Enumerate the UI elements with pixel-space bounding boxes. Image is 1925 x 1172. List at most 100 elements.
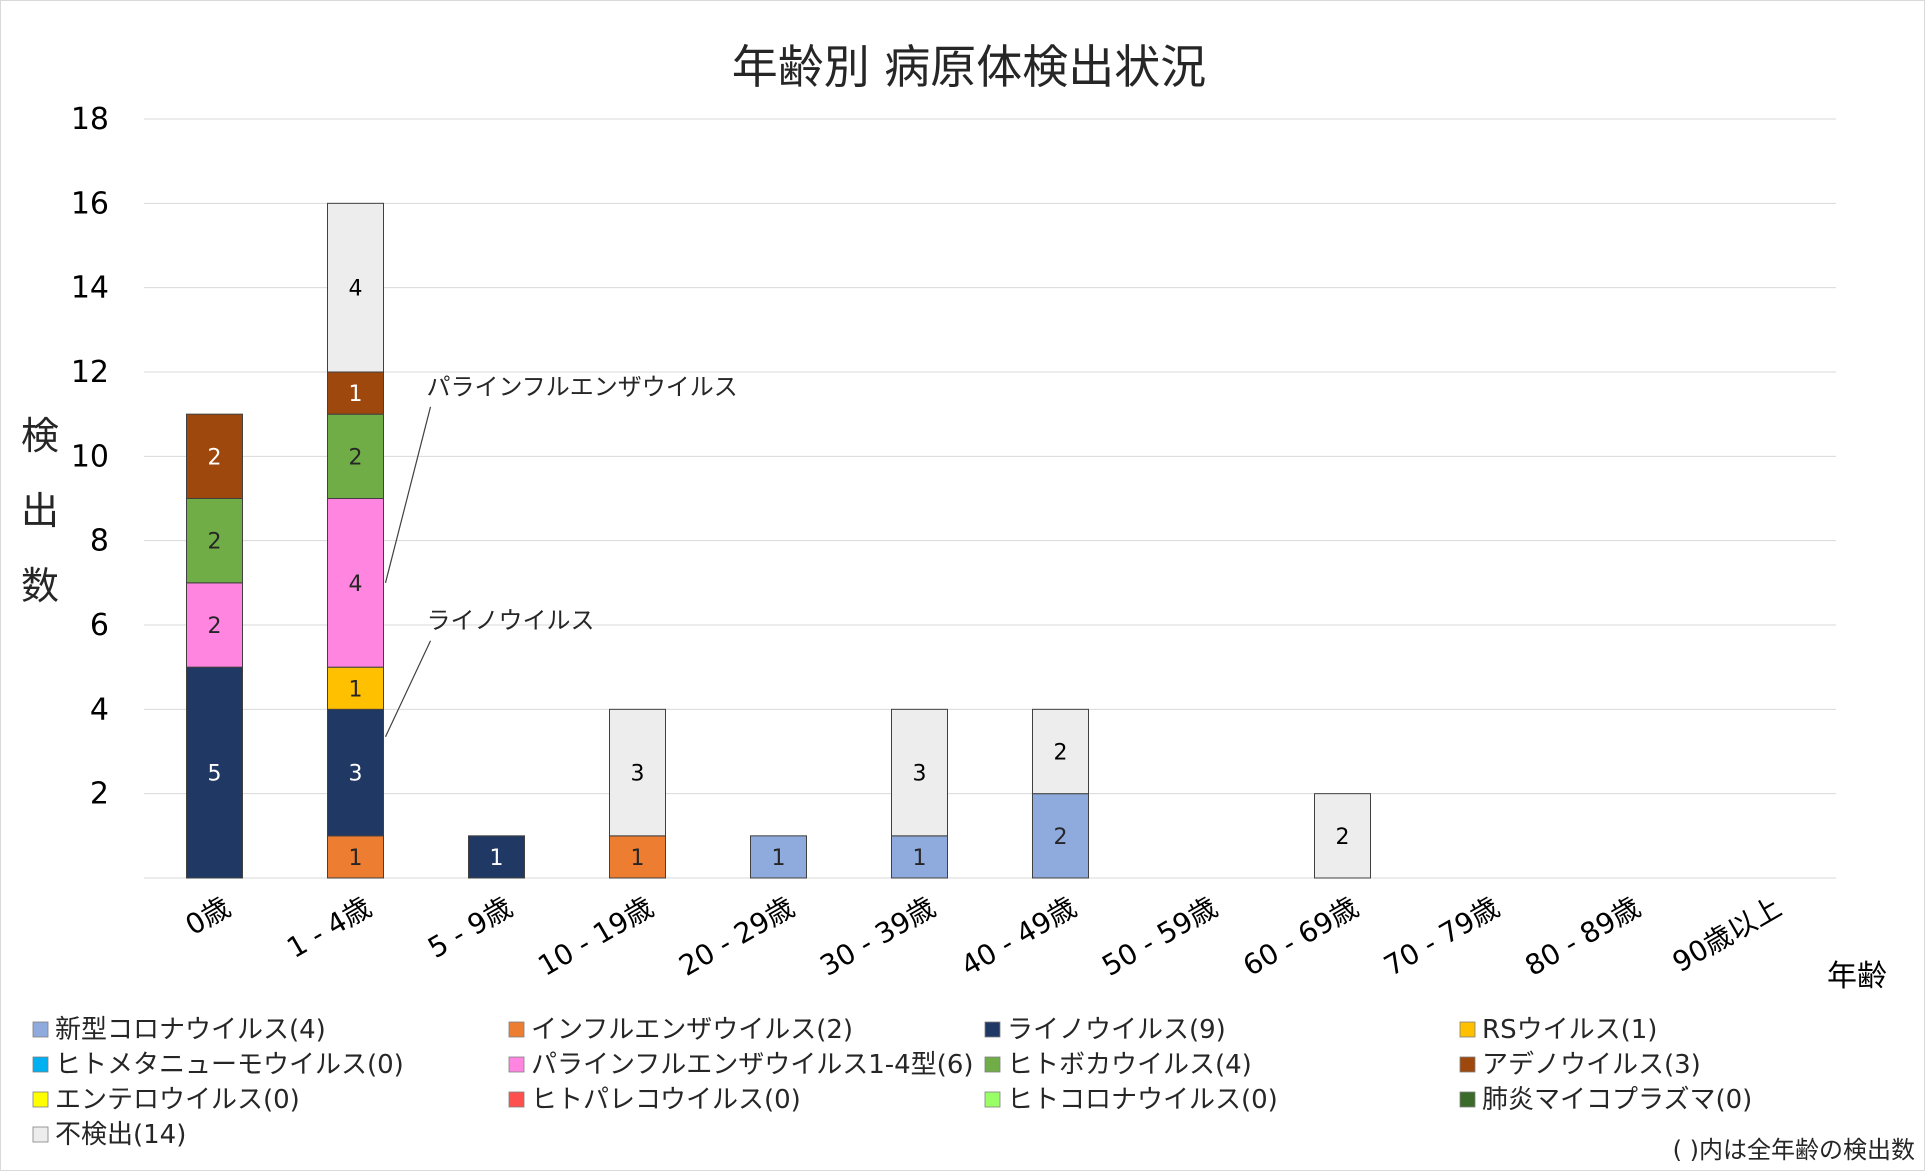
bar-segment (327, 666, 384, 710)
legend-swatch (1459, 1091, 1476, 1108)
legend-label: エンテロウイルス(0) (55, 1085, 300, 1115)
bar-segment (891, 835, 948, 879)
y-tick-label: 14 (71, 271, 109, 306)
y-axis-label: 検出数 (21, 414, 59, 608)
bar-value-labels: 5 2 2 2 1 3 1 4 2 1 4 1 1 3 1 1 3 2 2 2 (208, 277, 1350, 871)
legend-label: ヒトパレコウイルス(0) (531, 1085, 801, 1115)
y-tick-label: 8 (90, 524, 109, 559)
bar-value-label: 1 (349, 382, 363, 407)
bar-value-label: 2 (208, 530, 222, 555)
y-tick-label: 10 (71, 439, 109, 474)
x-tick-label: 10 - 19歳 (532, 890, 659, 982)
bar-segment (609, 708, 666, 837)
bar-segment (468, 835, 525, 879)
legend-label: インフルエンザウイルス(2) (531, 1015, 853, 1045)
legend-label: ライノウイルス(9) (1007, 1015, 1226, 1045)
legend-label: ヒトコロナウイルス(0) (1007, 1085, 1278, 1115)
bar-segment (327, 498, 384, 668)
x-tick-label: 50 - 59歳 (1096, 890, 1223, 982)
legend-label: 肺炎マイコプラズマ(0) (1482, 1085, 1752, 1115)
bar-segment (609, 835, 666, 879)
bar-segment (750, 835, 807, 879)
legend-swatch (984, 1021, 1001, 1038)
legend-label: ヒトボカウイルス(4) (1007, 1050, 1252, 1080)
bar-segment (891, 708, 948, 837)
x-axis-ticks: 0歳 1 - 4歳 5 - 9歳 10 - 19歳 20 - 29歳 30 - 39歳 40… (180, 890, 1787, 982)
legend-swatch (984, 1091, 1001, 1108)
y-axis-label-char: 数 (21, 564, 59, 608)
bar-value-label: 4 (349, 572, 363, 597)
legend-label: 不検出(14) (55, 1120, 186, 1150)
legend-label: パラインフルエンザウイルス1-4型(6) (531, 1050, 974, 1080)
x-tick-label: 90歳以上 (1667, 890, 1787, 978)
legend-swatch (32, 1091, 49, 1108)
bar-segment (327, 835, 384, 879)
x-axis-label: 年齢 (1827, 959, 1887, 994)
bar-segment (186, 413, 243, 499)
annotation-text: ライノウイルス (427, 607, 595, 635)
y-tick-label: 16 (71, 186, 109, 221)
y-axis-label-char: 出 (21, 489, 59, 533)
x-tick-label: 20 - 29歳 (673, 890, 800, 982)
annotation-leader-line (384, 640, 432, 737)
y-tick-label: 6 (90, 608, 109, 643)
bar-segment (327, 708, 384, 837)
legend-swatch (32, 1056, 49, 1073)
bar-value-label: 1 (913, 846, 927, 871)
x-tick-label: 30 - 39歳 (814, 890, 941, 982)
bar-value-label: 1 (349, 846, 363, 871)
annotation-text: パラインフルエンザウイルス (427, 373, 738, 401)
x-tick-label: 40 - 49歳 (955, 890, 1082, 982)
x-tick-label: 5 - 9歳 (422, 890, 518, 964)
bar-segment (186, 582, 243, 668)
bar-value-label: 2 (1054, 825, 1068, 850)
x-tick-label: 0歳 (180, 890, 236, 941)
bar-value-label: 2 (349, 445, 363, 470)
chart-title: 年齢別 病原体検出状況 (732, 40, 1207, 94)
y-tick-label: 4 (90, 692, 109, 727)
y-axis-label-char: 検 (21, 414, 59, 458)
bar-value-label: 1 (631, 846, 645, 871)
y-tick-label: 18 (71, 102, 109, 137)
y-axis-ticks: 2 4 6 8 10 12 14 16 18 (71, 102, 109, 812)
bar-value-label: 3 (631, 762, 645, 787)
bar-value-label: 1 (349, 677, 363, 702)
bar-value-label: 2 (208, 614, 222, 639)
bar-value-label: 4 (349, 277, 363, 302)
legend-swatch (32, 1021, 49, 1038)
legend-label: RSウイルス(1) (1482, 1015, 1657, 1045)
bar-value-label: 1 (490, 846, 504, 871)
bar-segment (186, 498, 243, 584)
bar-segment (1032, 708, 1089, 795)
gridlines (144, 118, 1836, 879)
legend-swatch (1459, 1021, 1476, 1038)
footnote: ( )内は全年齢の検出数 (1673, 1136, 1915, 1164)
bar-value-label: 3 (913, 762, 927, 787)
annotation-leader-line (384, 406, 432, 583)
bar-value-label: 2 (1336, 825, 1350, 850)
legend-swatch (984, 1056, 1001, 1073)
bar-value-label: 5 (208, 762, 222, 787)
bar-value-label: 2 (208, 445, 222, 470)
x-tick-label: 70 - 79歳 (1378, 890, 1505, 982)
bar-segment (327, 413, 384, 499)
bar-segment (327, 202, 384, 373)
legend-swatch (1459, 1056, 1476, 1073)
legend-label: アデノウイルス(3) (1482, 1050, 1701, 1080)
y-tick-label: 2 (90, 777, 109, 812)
legend-swatch (508, 1091, 525, 1108)
x-tick-label: 60 - 69歳 (1237, 890, 1364, 982)
bar-value-label: 1 (772, 846, 786, 871)
legend-swatch (508, 1021, 525, 1038)
legend-swatch (32, 1126, 49, 1143)
legend: 新型コロナウイルス(4) インフルエンザウイルス(2) ライノウイルス(9) RSウイ… (32, 1015, 1752, 1150)
bar-value-label: 2 (1054, 741, 1068, 766)
x-tick-label: 1 - 4歳 (281, 890, 377, 964)
legend-swatch (508, 1056, 525, 1073)
y-tick-label: 12 (71, 355, 109, 390)
legend-label: 新型コロナウイルス(4) (55, 1015, 326, 1045)
bar-segment (1314, 793, 1371, 879)
